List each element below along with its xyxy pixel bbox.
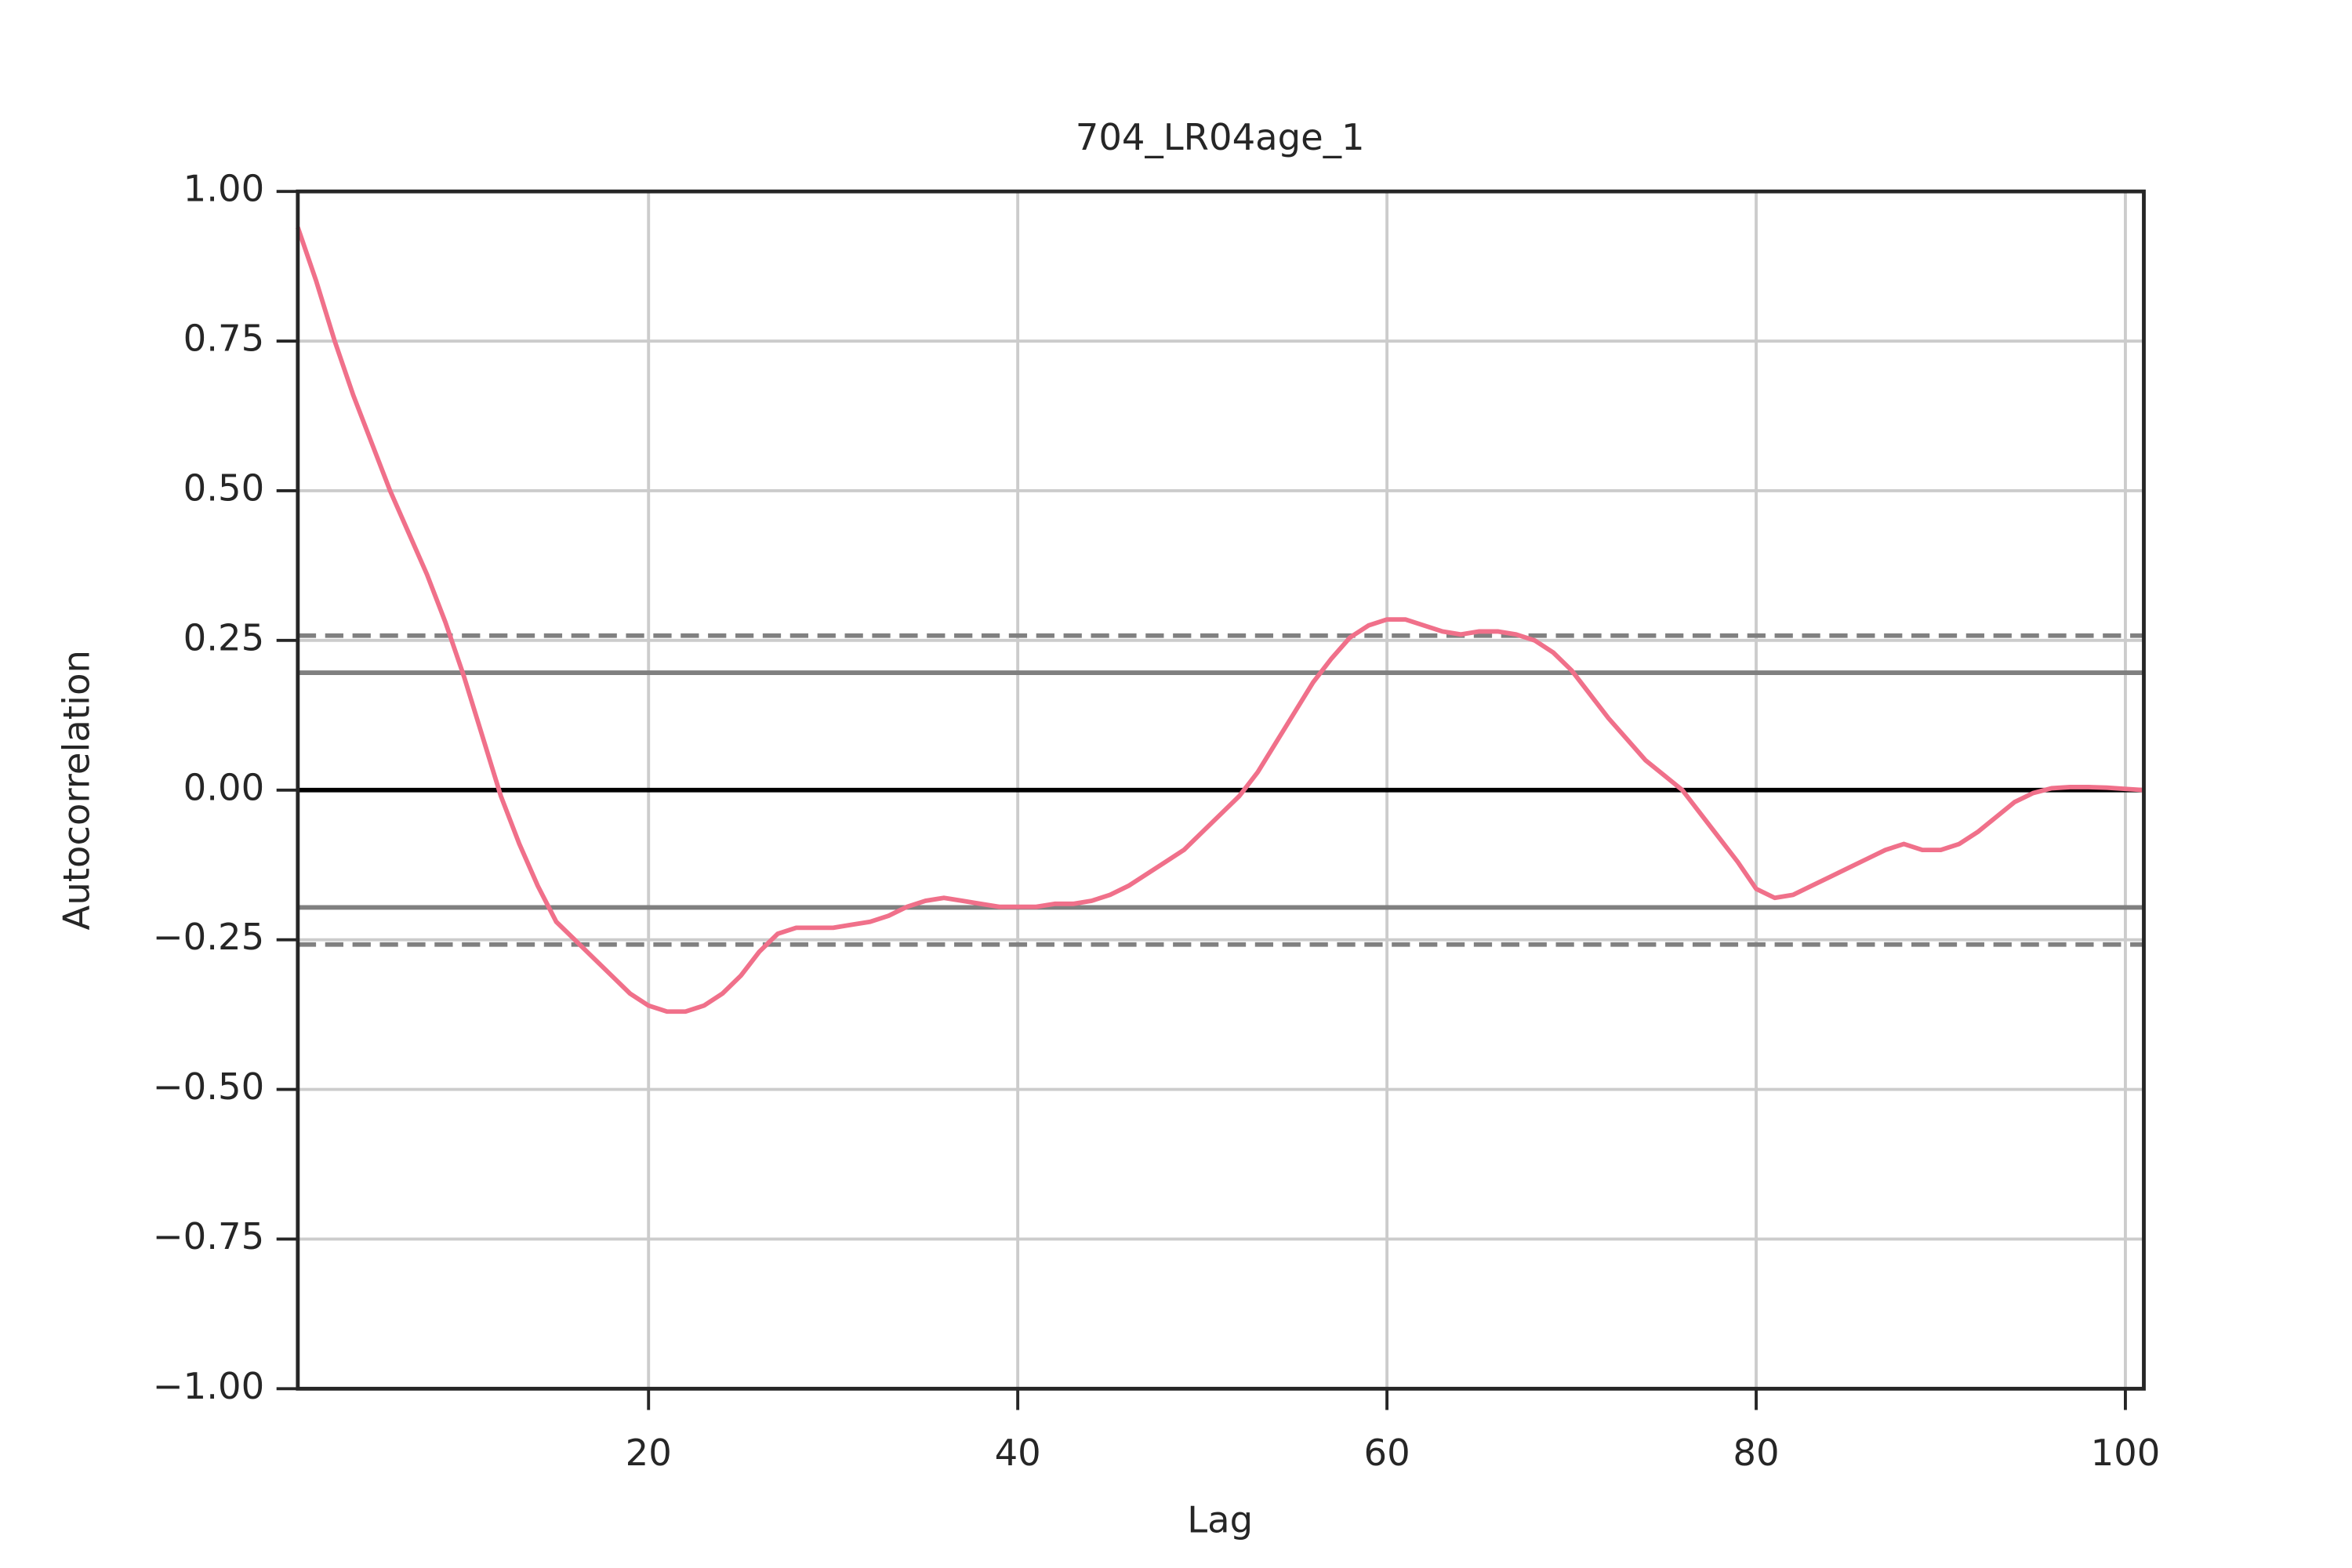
plot-frame xyxy=(296,189,2146,1391)
y-tick-label: −0.50 xyxy=(153,1065,264,1108)
x-tick-label: 20 xyxy=(626,1432,672,1474)
y-tick-label: 0.00 xyxy=(183,766,265,808)
y-tick-label: 0.75 xyxy=(183,318,265,360)
y-axis-label: Autocorrelation xyxy=(55,650,97,930)
x-tick-label: 80 xyxy=(1733,1432,1779,1474)
y-tick-label: −1.00 xyxy=(153,1365,264,1407)
y-tick-label: 0.25 xyxy=(183,616,265,659)
y-tick-label: 0.50 xyxy=(183,466,265,509)
y-tick-label: −0.75 xyxy=(153,1215,264,1258)
x-tick-label: 60 xyxy=(1364,1432,1410,1474)
x-tick-label: 40 xyxy=(995,1432,1041,1474)
x-axis-label: Lag xyxy=(1187,1498,1253,1541)
data-line xyxy=(296,227,2144,1014)
y-tick-label: −0.25 xyxy=(153,916,264,958)
x-tick-label: 100 xyxy=(2091,1432,2161,1474)
y-tick-label: 1.00 xyxy=(183,168,265,210)
chart-title: 704_LR04age_1 xyxy=(1076,116,1365,158)
